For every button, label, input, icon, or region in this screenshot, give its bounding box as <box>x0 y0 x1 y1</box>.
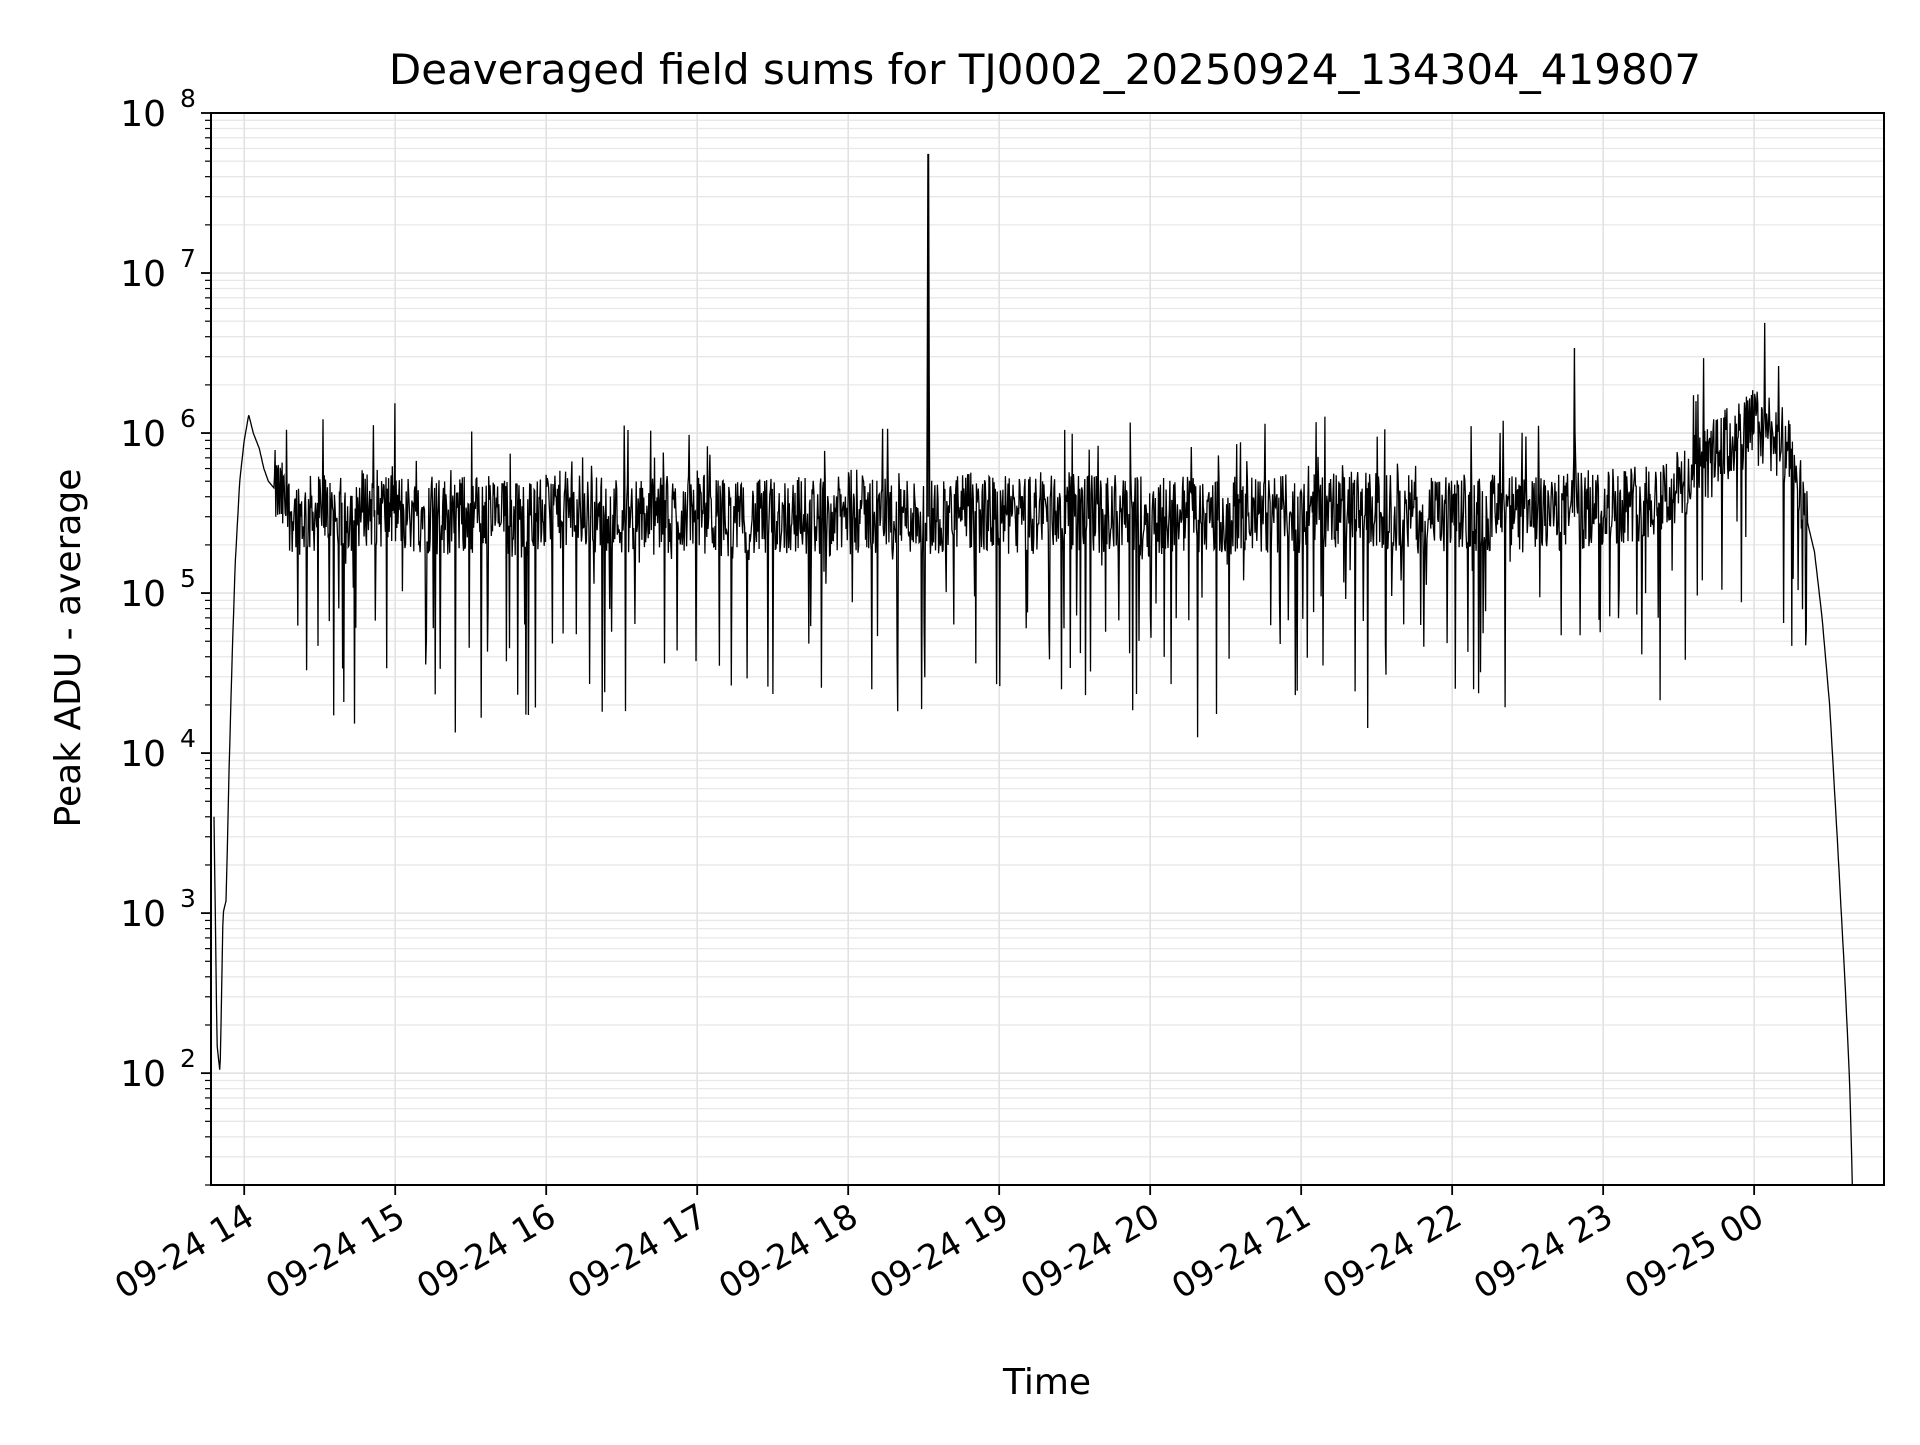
x-axis-label: Time <box>1002 1362 1091 1403</box>
y-tick-label-exponent: 6 <box>180 404 196 433</box>
y-tick-label: 10 <box>120 254 166 295</box>
y-tick-label: 10 <box>120 894 166 935</box>
y-tick-label: 10 <box>120 734 166 775</box>
y-tick-label-exponent: 7 <box>180 244 196 273</box>
y-tick-label-exponent: 2 <box>180 1044 196 1073</box>
y-tick-label-exponent: 5 <box>180 564 196 593</box>
y-tick-label-exponent: 3 <box>180 884 196 913</box>
y-tick-label: 10 <box>120 574 166 615</box>
y-tick-label: 10 <box>120 94 166 135</box>
y-tick-label: 10 <box>120 1054 166 1095</box>
y-axis: 10 2 10 3 10 4 10 5 10 6 10 7 10 8 <box>120 84 211 1186</box>
plot-area-frame <box>210 112 1885 1186</box>
major-gridlines <box>211 112 1884 1185</box>
y-axis-label: Peak ADU - average <box>48 469 89 828</box>
chart-title: Deaveraged field sums for TJ0002_2025092… <box>389 45 1701 94</box>
series-layer <box>213 153 1853 1185</box>
series-line-peak-adu <box>213 153 1853 1185</box>
y-tick-label-exponent: 8 <box>180 84 196 113</box>
y-tick-label: 10 <box>120 414 166 455</box>
y-tick-label-exponent: 4 <box>180 724 196 753</box>
